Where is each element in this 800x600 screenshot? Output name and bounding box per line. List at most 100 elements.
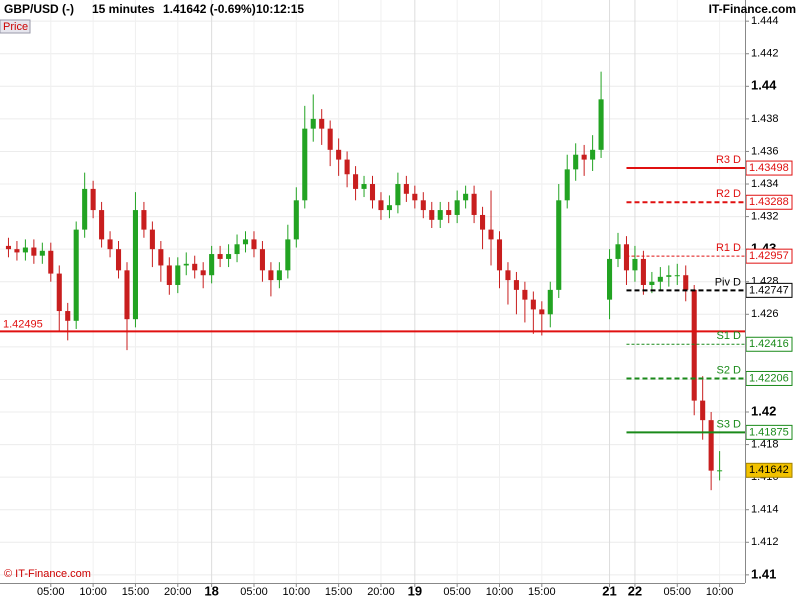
pivot-name: R2 D — [716, 188, 741, 200]
candle-body — [327, 128, 333, 150]
pivot-name: S1 D — [717, 330, 742, 342]
candle-body — [141, 210, 147, 230]
candle-body — [268, 270, 274, 281]
candle-body — [674, 275, 680, 277]
pivot-value: 1.43498 — [749, 162, 789, 174]
candle-body — [454, 200, 460, 215]
y-tick-label: 1.414 — [751, 504, 779, 516]
candle-body — [56, 273, 62, 312]
candle-body — [234, 244, 240, 255]
x-tick-label: 10:00 — [283, 586, 311, 598]
y-tick-label: 1.412 — [751, 536, 779, 548]
y-tick-label: 1.434 — [751, 178, 779, 190]
candle-body — [73, 229, 79, 321]
candle-body — [115, 249, 122, 271]
pivot-value: 1.43288 — [749, 196, 789, 208]
x-tick-label: 22 — [628, 583, 642, 598]
x-tick-label: 05:00 — [37, 586, 65, 598]
pivot-name: Piv D — [715, 276, 741, 288]
candle-body — [369, 184, 376, 201]
candle-body — [319, 118, 325, 129]
candle-body — [649, 281, 655, 285]
y-tick-label: 1.436 — [751, 145, 779, 157]
candle-body — [90, 188, 96, 211]
candle-body — [31, 247, 37, 256]
candle-body — [632, 258, 638, 271]
x-tick-label: 20:00 — [164, 586, 192, 598]
clock: 10:12:15 — [256, 2, 304, 16]
candle-body — [336, 149, 342, 160]
candle-body — [285, 239, 291, 271]
candle-body — [403, 184, 409, 194]
candle-body — [691, 289, 697, 401]
brand: IT-Finance.com — [709, 2, 796, 16]
candle-body — [175, 265, 181, 285]
pivot-value: 1.42957 — [749, 250, 789, 262]
candle-body — [39, 250, 45, 256]
candle-body — [209, 254, 215, 276]
support-label: 1.42495 — [3, 318, 43, 330]
candle-body — [302, 128, 308, 201]
candle-body — [310, 118, 316, 129]
candle-body — [99, 210, 105, 240]
candle-body — [623, 244, 630, 271]
y-tick-label: 1.44 — [751, 78, 777, 93]
y-tick-label: 1.438 — [751, 113, 779, 125]
candle-body — [564, 169, 570, 201]
candle-body — [700, 400, 706, 421]
candle-body — [192, 263, 198, 271]
candle-body — [666, 275, 672, 277]
candle-body — [480, 214, 486, 230]
candle-body — [437, 210, 443, 220]
pivot-name: S2 D — [717, 364, 742, 376]
candle-body — [48, 250, 54, 274]
candle-body — [522, 289, 528, 300]
candle-body — [14, 249, 20, 253]
y-tick-label: 1.444 — [751, 15, 779, 27]
candle-body — [386, 205, 392, 211]
interval: 15 minutes — [92, 2, 155, 16]
candle-body — [5, 245, 12, 250]
candle-body — [242, 239, 249, 245]
x-tick-label: 10:00 — [486, 586, 514, 598]
candle-body — [420, 200, 426, 211]
last-price: 1.41642 — [749, 464, 789, 476]
candle-body — [488, 229, 494, 240]
candle-body — [657, 276, 663, 282]
candle-body — [640, 258, 646, 285]
candle-body — [22, 247, 28, 253]
y-tick-label: 1.418 — [751, 438, 779, 450]
x-tick-label: 15:00 — [528, 586, 556, 598]
y-tick-label: 1.442 — [751, 48, 779, 60]
candle-body — [581, 154, 587, 160]
x-tick-label: 20:00 — [367, 586, 395, 598]
candle-body — [573, 154, 579, 170]
x-tick-label: 05:00 — [240, 586, 268, 598]
candle-body — [556, 200, 562, 290]
x-tick-label: 10:00 — [79, 586, 107, 598]
candle-body — [293, 200, 299, 240]
candle-body — [513, 280, 519, 290]
x-tick-label: 19 — [408, 583, 422, 598]
price-tag-box — [0, 19, 31, 34]
candle-body — [395, 184, 401, 206]
x-tick-label: 21 — [602, 583, 616, 598]
candle-body — [158, 249, 164, 266]
candle-body — [547, 289, 553, 315]
pivot-name: R1 D — [716, 242, 741, 254]
candle-body — [200, 270, 206, 276]
y-tick-label: 1.42 — [751, 403, 776, 418]
pivot-name: S3 D — [717, 418, 742, 430]
candle-body — [361, 184, 367, 189]
candle-body — [166, 265, 172, 285]
y-tick-label: 1.432 — [751, 210, 779, 222]
candle-body — [598, 99, 604, 150]
candle-body — [429, 210, 435, 220]
candle-body — [446, 210, 452, 215]
candle-body — [378, 200, 384, 211]
candle-body — [539, 309, 545, 315]
x-tick-label: 15:00 — [122, 586, 150, 598]
candle-body — [149, 229, 155, 250]
candle-body — [530, 299, 536, 310]
